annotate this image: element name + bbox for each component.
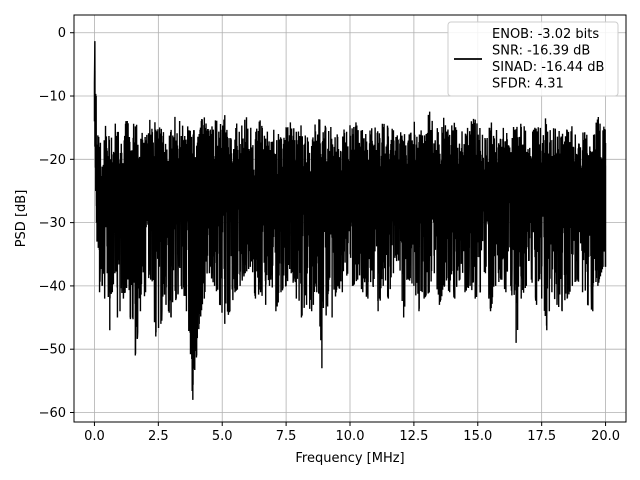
y-axis-ticks: 0 −10 −20 −30 −40 −50 −60: [39, 26, 74, 421]
y-axis-label: PSD [dB]: [14, 190, 29, 248]
legend-entry-text: SNR: -16.39 dB: [492, 44, 590, 59]
psd-series-line: [93, 41, 607, 400]
x-axis-ticks: 0.0 2.5 5.0 7.5 10.0 12.5 15.0 17.5 20.0: [84, 422, 620, 444]
x-tick-label: 12.5: [399, 429, 428, 444]
legend-entry-text: SFDR: 4.31: [492, 77, 564, 92]
y-tick-label: −60: [39, 406, 66, 421]
x-tick-label: 7.5: [276, 429, 297, 444]
y-tick-label: −40: [39, 279, 66, 294]
x-tick-label: 20.0: [591, 429, 620, 444]
x-tick-label: 5.0: [212, 429, 233, 444]
y-tick-label: −10: [39, 90, 66, 105]
x-axis-label: Frequency [MHz]: [295, 451, 404, 466]
series-layer: [93, 41, 607, 400]
x-tick-label: 17.5: [527, 429, 556, 444]
y-tick-label: −30: [39, 216, 66, 231]
x-tick-label: 0.0: [84, 429, 105, 444]
legend-box: [447, 21, 619, 97]
y-tick-label: −20: [39, 153, 66, 168]
y-tick-label: 0: [58, 26, 66, 41]
legend-entry-text: SINAD: -16.44 dB: [492, 60, 604, 75]
x-tick-label: 10.0: [336, 429, 365, 444]
x-tick-label: 15.0: [463, 429, 492, 444]
legend-entry-text: ENOB: -3.02 bits: [492, 27, 599, 42]
x-tick-label: 2.5: [148, 429, 169, 444]
y-tick-label: −50: [39, 343, 66, 358]
